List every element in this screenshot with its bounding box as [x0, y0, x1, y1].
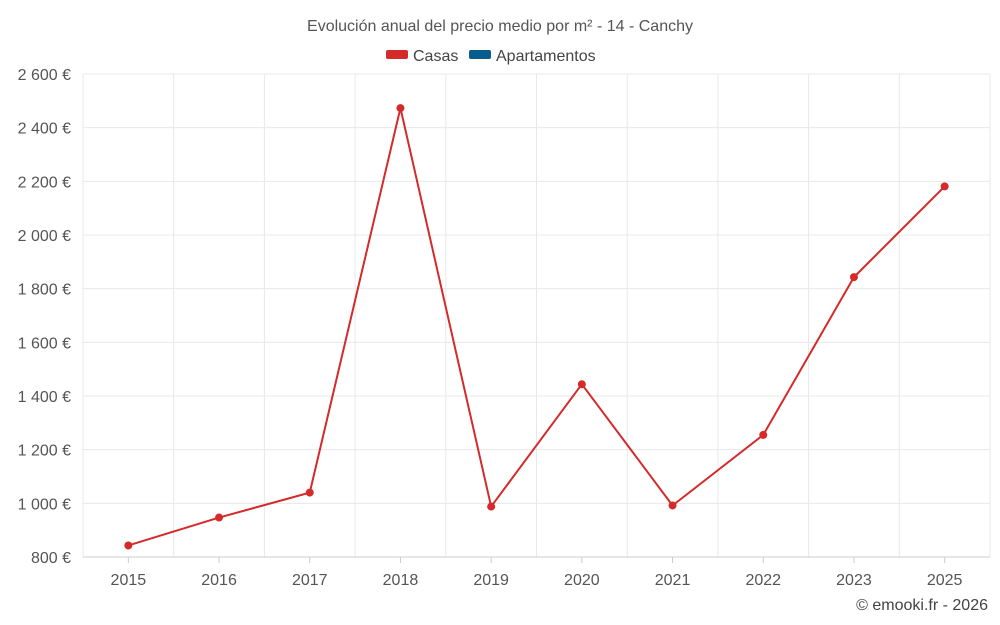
- data-point-2022[interactable]: [759, 430, 768, 439]
- series-line-casas: [128, 107, 946, 547]
- y-tick-label: 1 400 €: [18, 389, 71, 406]
- x-tick-label: 2025: [927, 572, 963, 589]
- legend-label-apartamentos: Apartamentos: [496, 48, 596, 65]
- chart-title: Evolución anual del precio medio por m² …: [307, 18, 693, 35]
- data-point-2025[interactable]: [940, 182, 949, 191]
- y-tick-label: 2 600 €: [18, 67, 71, 84]
- legend-swatch-apartamentos: [469, 50, 491, 59]
- data-point-2016[interactable]: [215, 513, 224, 522]
- y-tick-label: 1 000 €: [18, 496, 71, 513]
- x-axis: 2015 2016 2017 2018 2019 2020 2021 2022 2023 2025: [83, 556, 990, 589]
- data-point-2023[interactable]: [849, 273, 858, 282]
- y-tick-label: 1 800 €: [18, 282, 71, 299]
- x-tick-label: 2022: [745, 572, 781, 589]
- legend-item-casas[interactable]: Casas: [386, 48, 458, 65]
- y-tick-label: 800 €: [31, 550, 71, 567]
- credit-text: © emooki.fr - 2026: [856, 597, 988, 614]
- y-tick-label: 1 200 €: [18, 443, 71, 460]
- legend-swatch-casas: [386, 50, 408, 59]
- x-tick-label: 2016: [201, 572, 237, 589]
- x-tick-label: 2020: [564, 572, 600, 589]
- y-tick-label: 2 400 €: [18, 121, 71, 138]
- x-tick-label: 2019: [473, 572, 509, 589]
- y-tick-label: 1 600 €: [18, 335, 71, 352]
- x-tick-label: 2017: [292, 572, 328, 589]
- x-tick-label: 2023: [836, 572, 872, 589]
- grid: [82, 73, 991, 558]
- data-point-2020[interactable]: [577, 380, 586, 389]
- y-tick-label: 2 200 €: [18, 174, 71, 191]
- data-point-2015[interactable]: [124, 541, 133, 550]
- data-point-2017[interactable]: [305, 488, 314, 497]
- legend-label-casas: Casas: [413, 48, 458, 65]
- data-point-2018[interactable]: [396, 104, 405, 113]
- x-tick-label: 2021: [655, 572, 691, 589]
- data-point-2019[interactable]: [487, 502, 496, 511]
- x-tick-label: 2015: [111, 572, 147, 589]
- data-point-2021[interactable]: [668, 501, 677, 510]
- legend-item-apartamentos[interactable]: Apartamentos: [469, 48, 596, 65]
- series-casas: [124, 104, 949, 550]
- y-axis: 800 € 1 000 € 1 200 € 1 400 € 1 600 € 1 800 €…: [18, 67, 71, 567]
- x-tick-label: 2018: [383, 572, 419, 589]
- y-tick-label: 2 000 €: [18, 228, 71, 245]
- legend: Casas Apartamentos: [386, 48, 596, 65]
